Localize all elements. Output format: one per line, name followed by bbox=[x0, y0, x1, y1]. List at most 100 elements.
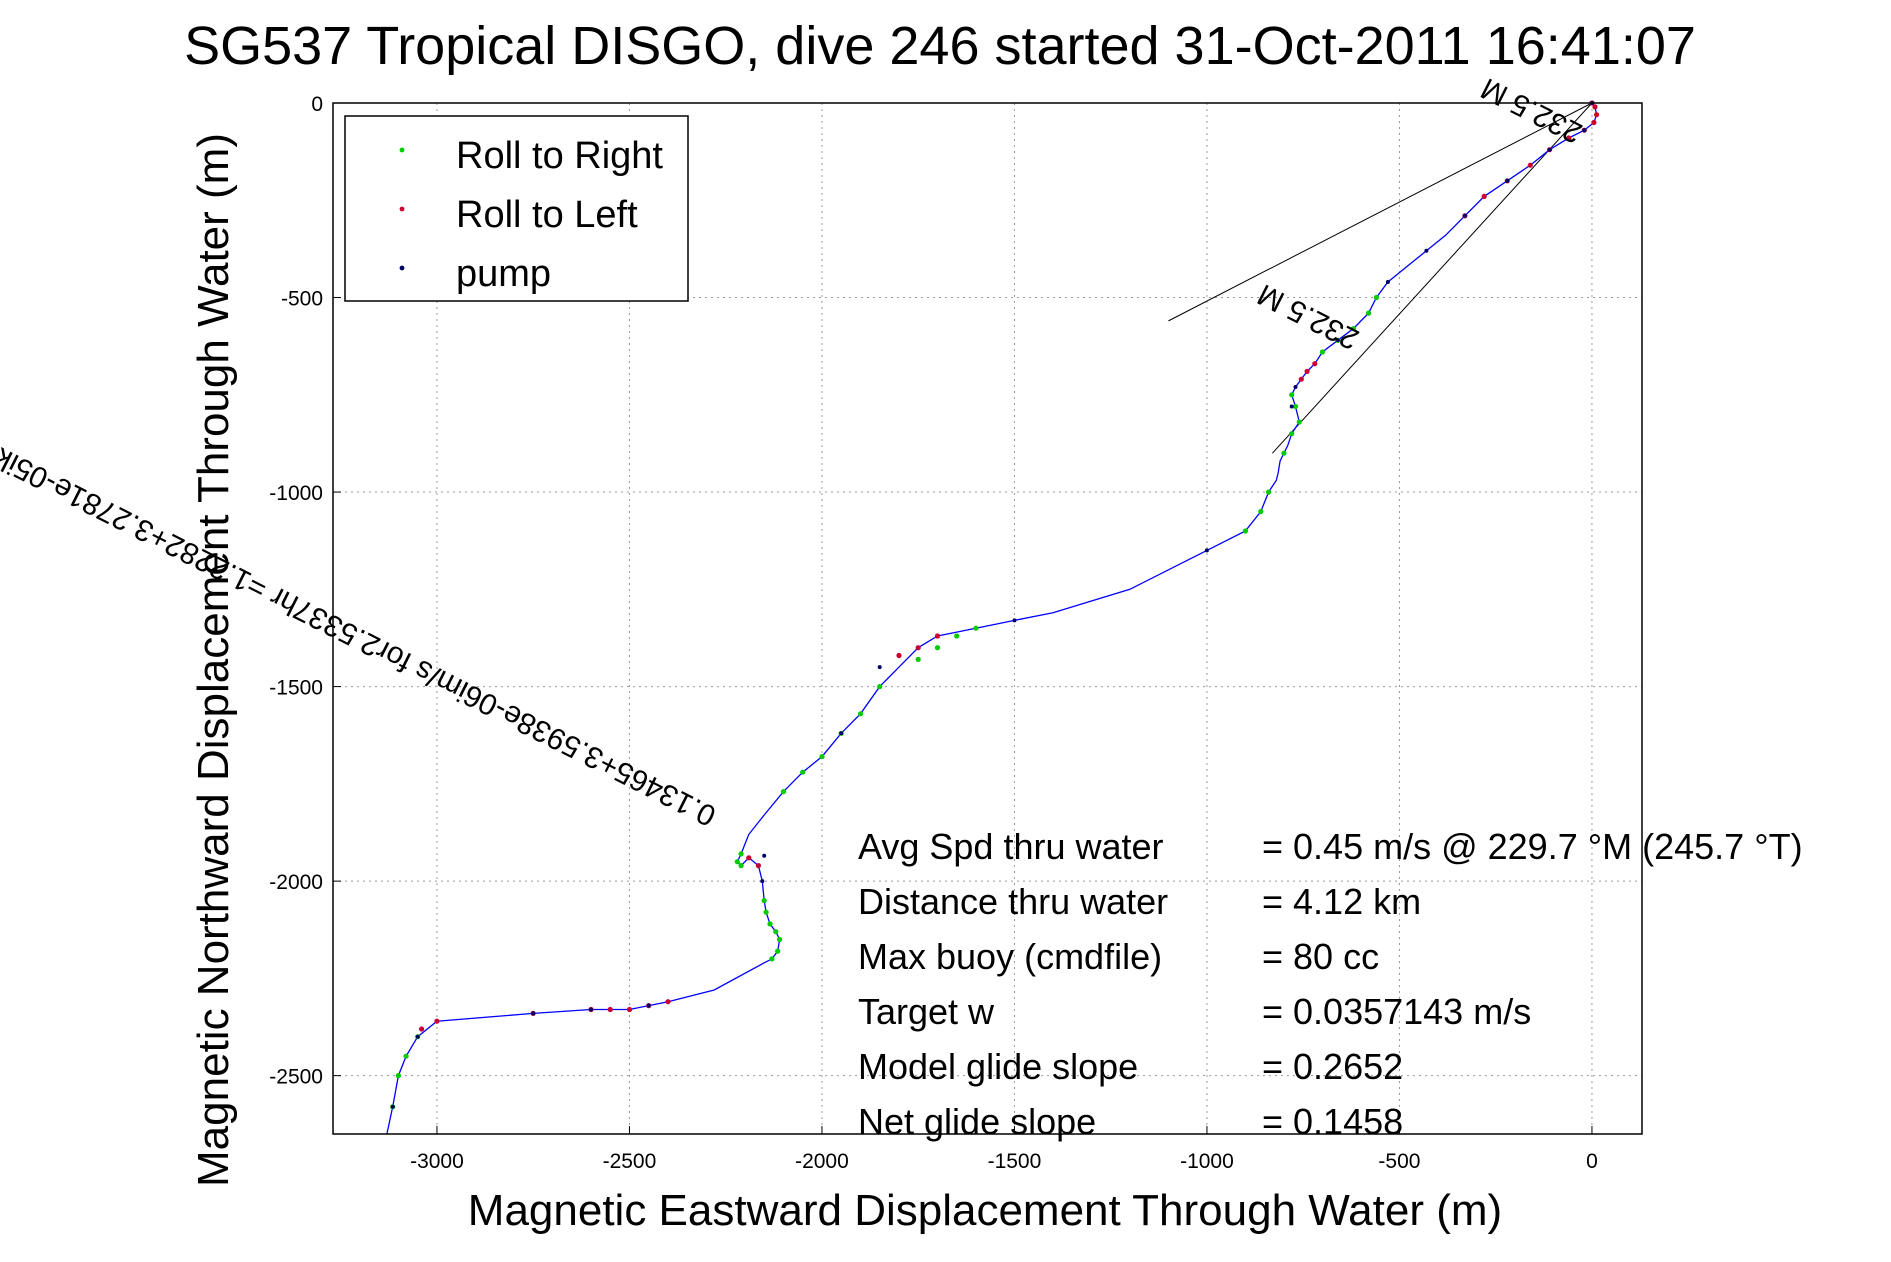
stat-value: = 0.2652 bbox=[1262, 1046, 1403, 1087]
marker-point bbox=[589, 1007, 593, 1012]
marker-point bbox=[760, 879, 765, 884]
x-tick-label: -2000 bbox=[795, 1150, 849, 1173]
y-tick-label: -2500 bbox=[269, 1066, 323, 1089]
marker-point bbox=[1566, 135, 1572, 141]
marker-point bbox=[800, 769, 806, 775]
chart-title: SG537 Tropical DISGO, dive 246 started 3… bbox=[184, 16, 1696, 76]
current-line bbox=[1168, 102, 1593, 322]
x-tick-label: -1000 bbox=[1180, 1150, 1234, 1173]
y-tick-label: -1500 bbox=[269, 677, 323, 700]
marker-point bbox=[626, 1006, 633, 1013]
marker-point bbox=[877, 665, 882, 670]
marker-point bbox=[1350, 326, 1356, 332]
marker-point bbox=[767, 921, 773, 927]
marker-point bbox=[390, 1104, 395, 1109]
stat-label: Model glide slope bbox=[858, 1046, 1138, 1087]
marker-point bbox=[1462, 213, 1467, 218]
stat-label: Max buoy (cmdfile) bbox=[858, 936, 1162, 977]
marker-point bbox=[1281, 450, 1287, 456]
x-tick-label: -2500 bbox=[603, 1150, 657, 1173]
stat-value: = 4.12 km bbox=[1262, 881, 1421, 922]
legend-entry: Roll to Left bbox=[456, 194, 638, 236]
marker-point bbox=[419, 1026, 425, 1032]
marker-point bbox=[738, 863, 744, 869]
marker-point bbox=[1266, 489, 1272, 495]
marker-point bbox=[1335, 338, 1340, 343]
marker-point bbox=[915, 645, 921, 651]
marker-point bbox=[1204, 548, 1209, 553]
marker-point bbox=[1319, 349, 1325, 355]
marker-point bbox=[734, 859, 740, 865]
axis-ticks: -3000 -2500 -2000 -1500 -1000 -500 0 0 -500 -1000… bbox=[269, 93, 1598, 1173]
marker-point bbox=[1298, 376, 1304, 382]
marker-point bbox=[1373, 294, 1379, 301]
marker-point bbox=[934, 645, 941, 651]
current-annotation: 232.5 M bbox=[1476, 71, 1588, 149]
marker-point bbox=[1289, 431, 1295, 437]
marker-point bbox=[1312, 361, 1318, 367]
stat-label: Net glide slope bbox=[858, 1101, 1096, 1142]
marker-point bbox=[773, 929, 779, 935]
marker-point bbox=[1366, 310, 1372, 316]
marker-point bbox=[954, 633, 960, 639]
marker-point bbox=[531, 1011, 536, 1016]
marker-point bbox=[1304, 368, 1310, 374]
marker-point bbox=[646, 1003, 651, 1008]
marker-point bbox=[1594, 112, 1600, 118]
marker-point bbox=[1505, 178, 1510, 183]
marker-point bbox=[1582, 128, 1587, 133]
marker-point bbox=[1242, 528, 1248, 534]
legend: Roll to Right Roll to Left pump bbox=[344, 115, 689, 302]
legend-entry: pump bbox=[456, 253, 551, 295]
legend-marker bbox=[399, 206, 405, 212]
legend-marker bbox=[399, 265, 405, 271]
marker-point bbox=[857, 711, 864, 717]
stat-label: Distance thru water bbox=[858, 881, 1168, 922]
marker-point bbox=[434, 1018, 440, 1024]
x-tick-label: -500 bbox=[1378, 1150, 1420, 1173]
current-annotation: 232.5 M bbox=[1253, 277, 1365, 355]
marker-point bbox=[1424, 248, 1429, 253]
y-axis-label: Magnetic Northward Displacement Through … bbox=[189, 133, 238, 1187]
stat-value: = 80 cc bbox=[1262, 936, 1379, 977]
marker-point bbox=[1296, 419, 1302, 425]
marker-point bbox=[415, 1034, 420, 1039]
x-tick-label: -3000 bbox=[410, 1150, 464, 1173]
marker-point bbox=[738, 851, 744, 857]
marker-point bbox=[819, 754, 825, 760]
y-tick-label: -1000 bbox=[269, 482, 323, 505]
marker-point bbox=[1547, 147, 1552, 152]
stat-label: Target w bbox=[858, 991, 995, 1032]
y-tick-label: -500 bbox=[281, 288, 323, 311]
marker-point bbox=[763, 909, 769, 915]
marker-point bbox=[1292, 403, 1299, 410]
legend-marker bbox=[399, 147, 405, 153]
plot-frame bbox=[332, 102, 1643, 1135]
current-lines bbox=[1168, 102, 1593, 454]
legend-entry: Roll to Right bbox=[456, 135, 663, 177]
marker-point bbox=[1592, 104, 1598, 110]
marker-point bbox=[780, 789, 787, 795]
marker-point bbox=[761, 898, 767, 904]
marker-point bbox=[1527, 162, 1533, 168]
marker-point bbox=[762, 853, 767, 858]
marker-point bbox=[755, 863, 762, 869]
x-tick-label: -1500 bbox=[988, 1150, 1042, 1173]
track-markers bbox=[390, 100, 1600, 1110]
x-tick-label: 0 bbox=[1586, 1150, 1598, 1173]
marker-point bbox=[769, 956, 775, 962]
current-line bbox=[1272, 102, 1593, 454]
dive-stats: Avg Spd thru water = 0.45 m/s @ 229.7 °M … bbox=[858, 826, 1803, 1142]
marker-point bbox=[915, 656, 921, 663]
marker-point bbox=[1385, 280, 1390, 284]
marker-point bbox=[395, 1073, 401, 1079]
marker-point bbox=[973, 625, 979, 631]
stat-label: Avg Spd thru water bbox=[858, 826, 1164, 867]
x-axis-label: Magnetic Eastward Displacement Through W… bbox=[468, 1186, 1502, 1235]
marker-point bbox=[896, 652, 902, 659]
y-tick-label: 0 bbox=[311, 93, 323, 116]
marker-point bbox=[607, 1006, 613, 1013]
marker-point bbox=[1289, 404, 1294, 409]
marker-point bbox=[1293, 385, 1298, 389]
